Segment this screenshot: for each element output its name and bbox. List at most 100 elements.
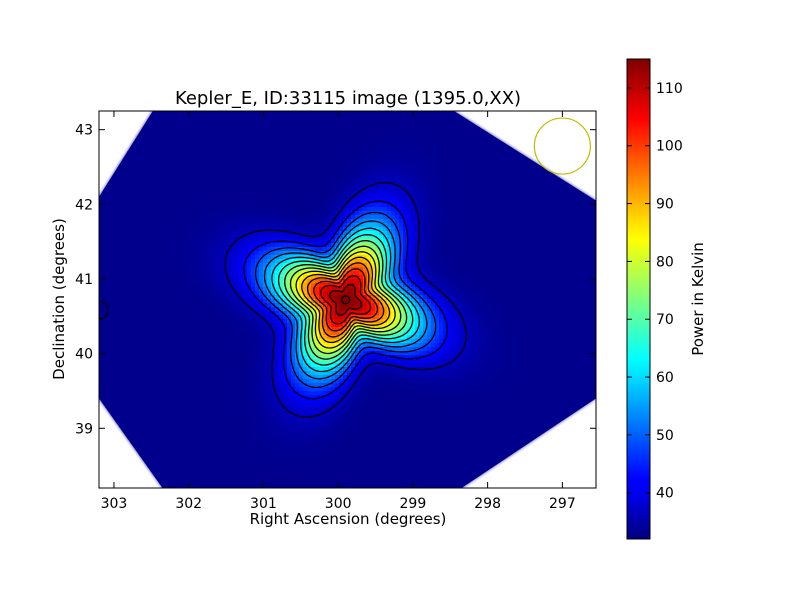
heat-cell	[139, 143, 143, 147]
heat-cell	[267, 203, 271, 207]
heat-cell	[367, 147, 371, 151]
heat-cell	[527, 227, 531, 231]
heat-cell	[207, 151, 211, 155]
heat-cell	[299, 223, 303, 227]
heat-cell	[331, 123, 335, 127]
heat-cell	[143, 227, 147, 231]
heat-cell	[287, 183, 291, 187]
heat-cell	[103, 267, 107, 271]
heat-cell	[379, 155, 383, 159]
heat-cell	[547, 179, 551, 183]
heat-cell	[227, 235, 231, 239]
heat-cell	[139, 251, 143, 255]
heat-cell	[523, 191, 527, 195]
heat-cell	[159, 123, 163, 127]
heat-cell	[367, 151, 371, 155]
heat-cell	[555, 203, 559, 207]
heat-cell	[139, 127, 143, 131]
heat-cell	[331, 171, 335, 175]
heat-cell	[311, 207, 315, 211]
heat-cell	[347, 183, 351, 187]
heat-cell	[187, 187, 191, 191]
heat-cell	[107, 263, 111, 267]
heat-cell	[451, 215, 455, 219]
heat-cell	[311, 199, 315, 203]
heat-cell	[191, 151, 195, 155]
heat-cell	[443, 227, 447, 231]
heat-cell	[443, 127, 447, 131]
heat-cell	[543, 199, 547, 203]
heat-cell	[543, 203, 547, 207]
heat-cell	[195, 147, 199, 151]
heat-cell	[427, 243, 431, 247]
heat-cell	[347, 187, 351, 191]
heat-cell	[415, 147, 419, 151]
heat-cell	[503, 115, 507, 119]
heat-cell	[455, 135, 459, 139]
heat-cell	[443, 163, 447, 167]
heat-cell	[139, 147, 143, 151]
heat-cell	[315, 123, 319, 127]
heat-cell	[271, 231, 275, 235]
heat-cell	[323, 139, 327, 143]
heat-cell	[439, 251, 443, 255]
heat-cell	[451, 239, 455, 243]
heat-cell	[215, 111, 219, 115]
heat-cell	[527, 235, 531, 239]
heat-cell	[219, 123, 223, 127]
heat-cell	[203, 239, 207, 243]
heat-cell	[419, 243, 423, 247]
heat-cell	[103, 223, 107, 227]
heat-cell	[375, 187, 379, 191]
heat-cell	[471, 203, 475, 207]
heat-cell	[267, 207, 271, 211]
heat-cell	[523, 111, 527, 115]
heat-cell	[115, 195, 119, 199]
heat-cell	[551, 163, 555, 167]
heat-cell	[267, 135, 271, 139]
heat-cell	[531, 119, 535, 123]
heat-cell	[403, 207, 407, 211]
heat-cell	[119, 171, 123, 175]
heat-cell	[567, 167, 571, 171]
heat-cell	[467, 235, 471, 239]
heat-cell	[551, 131, 555, 135]
heat-cell	[251, 239, 255, 243]
heat-cell	[343, 135, 347, 139]
heat-cell	[431, 263, 435, 267]
heat-cell	[459, 187, 463, 191]
heat-cell	[99, 235, 103, 239]
heat-cell	[235, 195, 239, 199]
heat-cell	[419, 123, 423, 127]
heat-cell	[123, 143, 127, 147]
heat-cell	[511, 187, 515, 191]
heat-cell	[459, 207, 463, 211]
heat-cell	[523, 235, 527, 239]
heat-cell	[471, 171, 475, 175]
heat-cell	[279, 203, 283, 207]
heat-cell	[135, 267, 139, 271]
heat-cell	[263, 235, 267, 239]
heat-cell	[327, 115, 331, 119]
heat-cell	[291, 167, 295, 171]
heat-cell	[175, 199, 179, 203]
heat-cell	[443, 223, 447, 227]
heat-cell	[539, 243, 543, 247]
heat-cell	[475, 219, 479, 223]
heat-cell	[235, 207, 239, 211]
heat-cell	[111, 207, 115, 211]
heat-cell	[435, 111, 439, 115]
heat-cell	[411, 187, 415, 191]
heat-cell	[567, 211, 571, 215]
heat-cell	[407, 143, 411, 147]
heat-cell	[543, 155, 547, 159]
heat-cell	[263, 179, 267, 183]
heat-cell	[299, 227, 303, 231]
heat-cell	[251, 199, 255, 203]
heat-cell	[359, 163, 363, 167]
heat-cell	[291, 183, 295, 187]
heat-cell	[323, 235, 327, 239]
heat-cell	[99, 163, 103, 167]
heat-cell	[555, 183, 559, 187]
heat-cell	[271, 127, 275, 131]
